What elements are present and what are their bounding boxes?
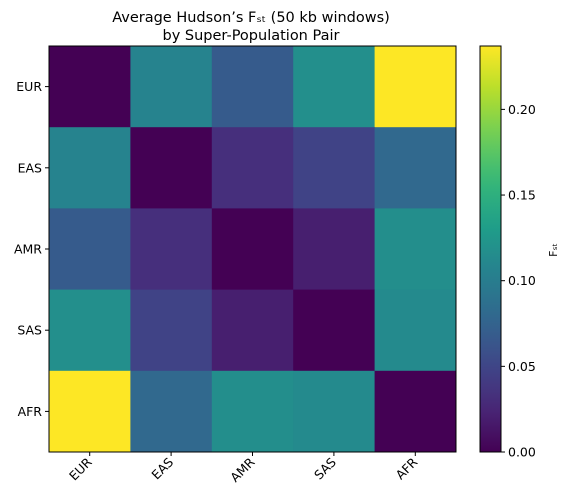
heatmap-cell-eur-eur <box>49 46 131 128</box>
colorbar-frame <box>479 45 502 453</box>
heatmap-cell-afr-afr <box>374 370 457 453</box>
heatmap-cell-sas-afr <box>374 289 457 372</box>
heatmap-cell-sas-sas <box>293 289 376 372</box>
heatmap-cell-eas-eas <box>130 127 213 209</box>
y-tick-label: EAS <box>18 160 42 175</box>
heatmap-cell-eur-amr <box>211 46 294 128</box>
heatmap-cell-eur-eas <box>130 46 213 128</box>
heatmap-cell-afr-amr <box>211 370 294 453</box>
heatmap-cell-eur-sas <box>293 46 376 128</box>
chart-title-line2: by Super-Population Pair <box>163 28 340 44</box>
colorbar-gradient <box>480 46 501 452</box>
x-axis: EUR EAS AMR SAS AFR <box>66 452 421 485</box>
y-tick-label: SAS <box>17 323 42 338</box>
heatmap-cell-eas-eur <box>49 127 131 209</box>
heatmap-cell-amr-eur <box>49 208 131 291</box>
heatmap-cell-eas-amr <box>211 127 294 209</box>
heatmap-cell-eas-sas <box>293 127 376 209</box>
x-tick-label: SAS <box>311 454 339 482</box>
heatmap-cell-sas-eur <box>49 289 131 372</box>
heatmap-cells <box>48 45 457 453</box>
x-tick-label: EAS <box>148 454 176 482</box>
colorbar-tick-label: 0.15 <box>508 188 536 203</box>
heatmap-cell-afr-eur <box>49 370 131 453</box>
colorbar-label: Fₛₜ <box>547 243 560 257</box>
chart-title-line1: Average Hudson’s Fₛₜ (50 kb windows) <box>112 10 390 26</box>
x-tick-label: AMR <box>227 454 258 485</box>
colorbar-tick-label: 0.00 <box>508 445 536 460</box>
colorbar: 0.00 0.05 0.10 0.15 0.20 <box>479 45 536 460</box>
heatmap-cell-eas-afr <box>374 127 457 209</box>
heatmap-cell-amr-afr <box>374 208 457 291</box>
heatmap-cell-amr-sas <box>293 208 376 291</box>
colorbar-tick-label: 0.05 <box>508 359 536 374</box>
colorbar-tick-label: 0.10 <box>508 273 536 288</box>
y-tick-label: EUR <box>16 79 42 94</box>
y-tick-label: AMR <box>14 242 42 257</box>
heatmap-cell-afr-eas <box>130 370 213 453</box>
heatmap-cell-sas-eas <box>130 289 213 372</box>
y-tick-label: AFR <box>18 404 43 419</box>
heatmap-cell-amr-eas <box>130 208 213 291</box>
heatmap-cell-sas-amr <box>211 289 294 372</box>
heatmap-cell-eur-afr <box>374 46 457 128</box>
x-tick-label: AFR <box>393 454 421 482</box>
heatmap-cell-afr-sas <box>293 370 376 453</box>
x-tick-label: EUR <box>66 454 95 483</box>
y-axis: EUR EAS AMR SAS AFR <box>14 79 49 419</box>
heatmap-cell-amr-amr <box>211 208 294 291</box>
colorbar-tick-label: 0.20 <box>508 102 536 117</box>
